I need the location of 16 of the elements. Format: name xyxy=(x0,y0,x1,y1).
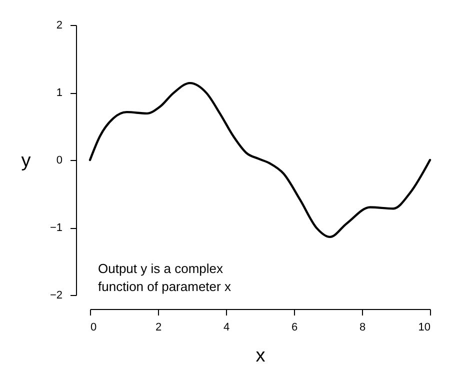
x-tick-label: 10 xyxy=(418,322,430,334)
y-tick-label: 0 xyxy=(56,154,62,166)
y-tick-label: 1 xyxy=(56,87,62,99)
annotation: Output y is a complex xyxy=(98,261,224,276)
x-tick-label: 8 xyxy=(359,322,366,334)
y-tick-label: −1 xyxy=(50,222,62,234)
annotation: function of parameter x xyxy=(98,279,232,294)
y-axis-title: y xyxy=(21,150,32,172)
y-tick-label: −2 xyxy=(50,290,62,302)
x-tick-label: 4 xyxy=(223,322,230,334)
x-tick-label: 0 xyxy=(90,322,97,334)
x-tick-label: 6 xyxy=(291,322,298,334)
y-tick-label: 2 xyxy=(56,20,62,32)
x-tick-label: 2 xyxy=(155,322,162,334)
x-axis-title: x xyxy=(256,346,266,366)
line-series xyxy=(88,82,432,238)
